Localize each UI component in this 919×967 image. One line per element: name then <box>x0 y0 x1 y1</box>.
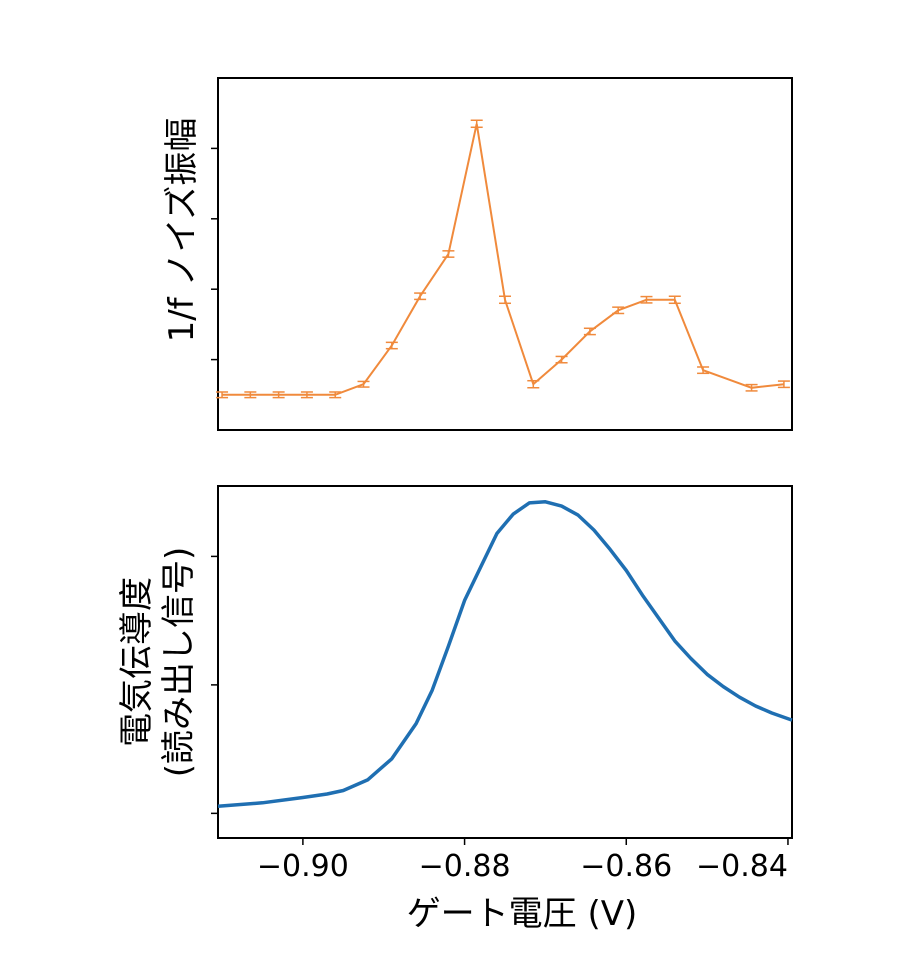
bottom-plot-frame <box>217 485 793 839</box>
bottom-series-line <box>217 500 793 809</box>
top-y-axis-label: 1/f ノイズ振幅 <box>162 118 202 343</box>
bottom-x-ticks: −0.90 −0.88 −0.86 −0.84 <box>257 838 789 884</box>
bottom-x-axis-label: ゲート電圧 (V) <box>407 894 638 934</box>
bottom-y-axis-label: 電気伝導度(読み出し信号) <box>117 547 199 778</box>
top-y-ticks <box>211 147 218 361</box>
x-tick-label: −0.88 <box>419 849 511 884</box>
y-label-line: (読み出し信号) <box>159 547 199 778</box>
top-panel: 1/f ノイズ振幅 <box>162 77 793 431</box>
x-tick-label: −0.90 <box>257 849 349 884</box>
error-bar <box>777 380 790 389</box>
bottom-y-ticks <box>211 555 218 815</box>
top-series-line <box>222 123 785 396</box>
bottom-panel: −0.90 −0.88 −0.86 −0.84 電気伝導度(読み出し信号) ゲート電圧… <box>117 485 793 934</box>
y-label-line: 電気伝導度 <box>117 577 157 747</box>
x-tick-label: −0.84 <box>696 849 788 884</box>
x-tick-label: −0.86 <box>580 849 672 884</box>
top-error-bars <box>216 119 790 399</box>
top-plot-frame <box>217 77 793 431</box>
